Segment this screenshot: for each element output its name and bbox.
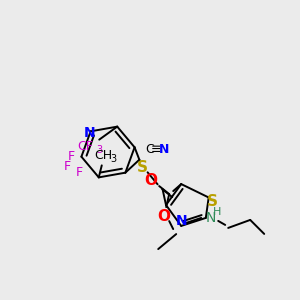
Text: CH: CH bbox=[95, 149, 113, 162]
Text: ≡: ≡ bbox=[151, 143, 162, 156]
Text: N: N bbox=[84, 126, 95, 140]
Text: 3: 3 bbox=[111, 154, 117, 164]
Text: O: O bbox=[158, 208, 171, 224]
Text: S: S bbox=[137, 160, 148, 175]
Text: F: F bbox=[76, 166, 83, 179]
Text: N: N bbox=[176, 214, 187, 228]
Text: S: S bbox=[207, 194, 218, 209]
Text: N: N bbox=[159, 143, 170, 156]
Text: CF: CF bbox=[77, 140, 93, 153]
Text: N: N bbox=[206, 211, 216, 225]
Text: O: O bbox=[145, 172, 158, 188]
Text: 3: 3 bbox=[96, 145, 102, 154]
Text: H: H bbox=[213, 207, 221, 217]
Text: F: F bbox=[64, 160, 71, 173]
Text: C: C bbox=[145, 143, 154, 156]
Text: F: F bbox=[68, 150, 75, 163]
